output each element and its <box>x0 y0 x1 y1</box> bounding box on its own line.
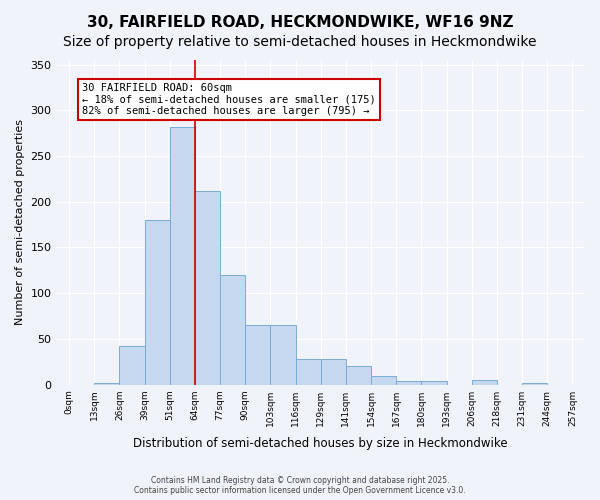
Bar <box>170 127 195 384</box>
Bar <box>346 366 371 384</box>
Bar <box>119 346 145 385</box>
X-axis label: Distribution of semi-detached houses by size in Heckmondwike: Distribution of semi-detached houses by … <box>133 437 508 450</box>
Bar <box>421 381 446 384</box>
Bar <box>220 275 245 384</box>
Bar <box>271 325 296 384</box>
Bar <box>396 381 421 384</box>
Text: 30, FAIRFIELD ROAD, HECKMONDWIKE, WF16 9NZ: 30, FAIRFIELD ROAD, HECKMONDWIKE, WF16 9… <box>87 15 513 30</box>
Bar <box>296 359 321 384</box>
Bar <box>522 383 547 384</box>
Bar <box>195 191 220 384</box>
Text: 30 FAIRFIELD ROAD: 60sqm
← 18% of semi-detached houses are smaller (175)
82% of : 30 FAIRFIELD ROAD: 60sqm ← 18% of semi-d… <box>82 83 376 116</box>
Text: Contains HM Land Registry data © Crown copyright and database right 2025.
Contai: Contains HM Land Registry data © Crown c… <box>134 476 466 495</box>
Bar <box>472 380 497 384</box>
Bar <box>94 383 119 384</box>
Text: Size of property relative to semi-detached houses in Heckmondwike: Size of property relative to semi-detach… <box>63 35 537 49</box>
Bar <box>371 376 396 384</box>
Bar <box>245 325 271 384</box>
Bar <box>145 220 170 384</box>
Y-axis label: Number of semi-detached properties: Number of semi-detached properties <box>15 120 25 326</box>
Bar <box>321 359 346 384</box>
